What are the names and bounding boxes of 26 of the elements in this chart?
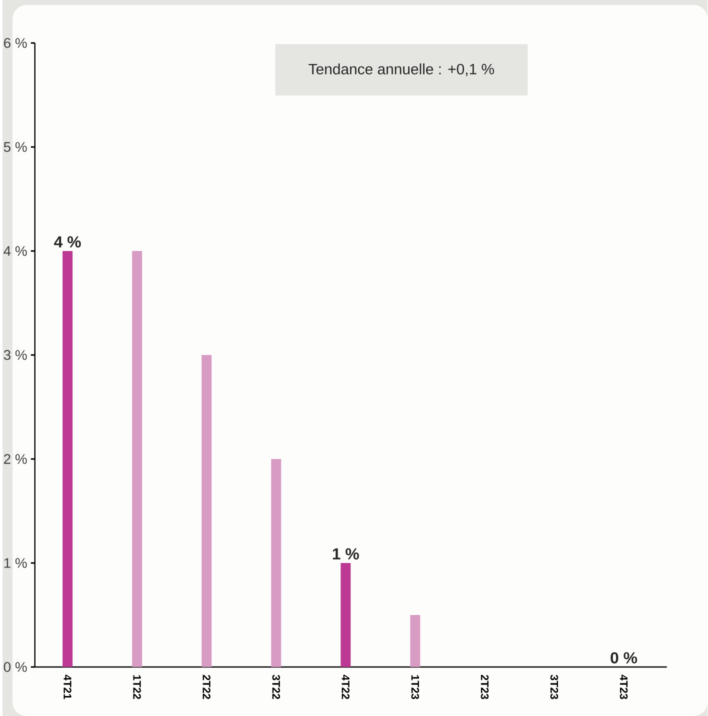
y-tick-label: 6 % <box>4 38 28 48</box>
data-label: 1 % <box>333 548 360 560</box>
bar <box>340 562 351 667</box>
y-tick-label: 0 % <box>4 662 28 672</box>
x-tick-label: 2T22 <box>203 674 211 700</box>
x-tick-label: 3T22 <box>272 674 280 700</box>
bar <box>202 354 212 667</box>
data-label: 4 % <box>54 236 82 248</box>
x-tick-label: 4T22 <box>342 674 350 700</box>
y-tick-label: 1 % <box>4 558 28 568</box>
y-tick-label: 5 % <box>4 142 28 152</box>
bar <box>62 250 73 667</box>
x-tick-label: 4T23 <box>620 674 628 700</box>
x-tick-label: 4T21 <box>64 674 72 700</box>
y-tick-label: 4 % <box>4 246 28 256</box>
bar <box>271 458 282 667</box>
data-label: 0 % <box>610 652 638 664</box>
y-tick-label: 2 % <box>4 454 28 464</box>
y-tick-label: 3 % <box>4 350 28 360</box>
x-tick-label: 1T23 <box>412 675 420 700</box>
x-tick-label: 1T22 <box>133 675 142 700</box>
bar <box>410 614 420 667</box>
bar <box>132 250 142 667</box>
x-tick-label: 2T23 <box>481 674 489 700</box>
x-tick-label: 3T23 <box>550 674 558 700</box>
annotation: Tendance annuelle : +0,1 % <box>308 63 494 76</box>
